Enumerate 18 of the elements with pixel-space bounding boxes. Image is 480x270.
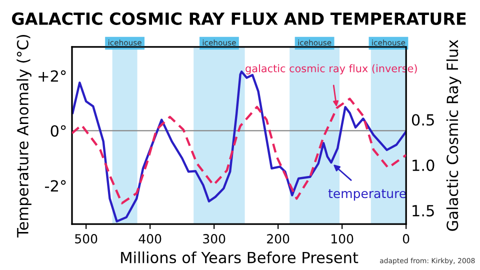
x-tick-label: 200 — [267, 234, 290, 244]
x-tick-label: 0 — [402, 234, 410, 244]
x-tick-label: 300 — [203, 234, 226, 244]
annotation: temperature — [328, 189, 406, 201]
x-axis-title: Millions of Years Before Present — [121, 251, 358, 264]
y-tick-label: +2° — [38, 70, 66, 82]
x-tick-label: 400 — [138, 234, 162, 244]
y-tick-label: -2° — [45, 180, 66, 192]
chart-title: GALACTIC COSMIC RAY FLUX AND TEMPERATURE — [12, 12, 466, 25]
line-series — [72, 98, 406, 204]
y-axis-title: Temperature Anomaly (°C) — [16, 34, 32, 238]
x-tick-label: 100 — [332, 234, 354, 244]
y2-tick-label: 1.5 — [412, 205, 434, 216]
y2-axis-title: Galactic Cosmic Ray Flux — [446, 40, 462, 231]
x-tick-label: 500 — [75, 234, 98, 244]
y2-tick-label: 1.0 — [412, 160, 434, 172]
y-tick-label: 0° — [50, 125, 66, 137]
y2-tick-label: 0.5 — [412, 114, 434, 126]
